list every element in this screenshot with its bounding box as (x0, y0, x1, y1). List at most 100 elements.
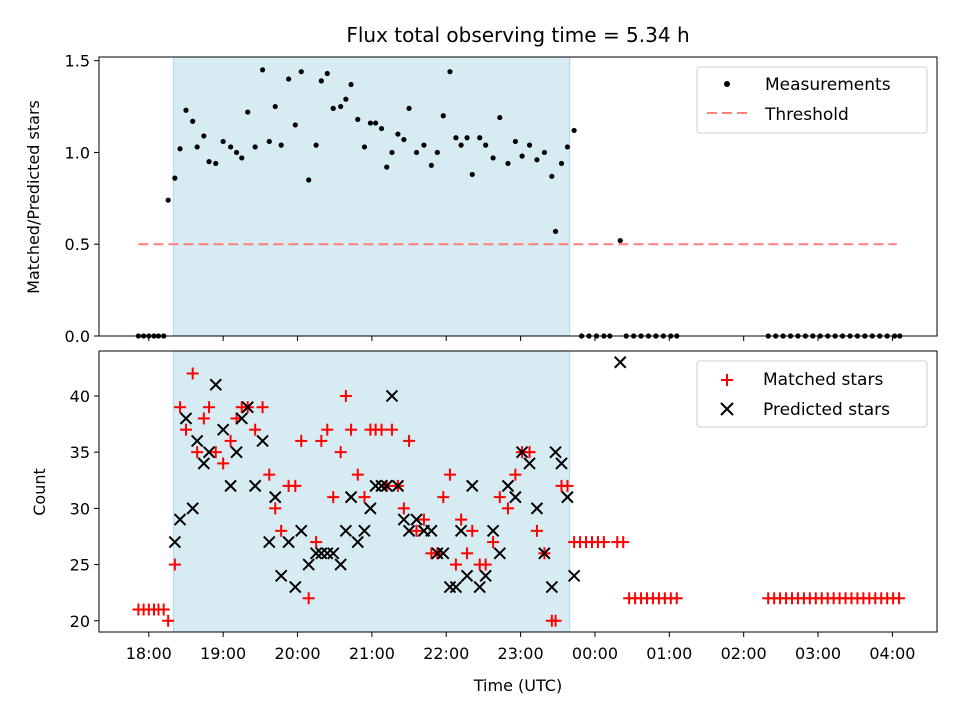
predicted-star-stroke-b (168, 535, 182, 549)
predicted-star-point (269, 490, 282, 504)
measurement-point (512, 138, 518, 145)
measurement-point (272, 103, 278, 110)
legend-predicted-marker (720, 402, 734, 416)
matched-star-point (501, 502, 514, 515)
predicted-star-point (545, 580, 559, 594)
predicted-star-stroke-b (224, 479, 237, 493)
measurement-point (278, 142, 284, 148)
predicted-star-stroke-b (473, 580, 486, 594)
predicted-star-point (241, 400, 254, 414)
measurement-point (534, 157, 540, 163)
measurement-point (505, 160, 511, 167)
predicted-star-stroke-b (327, 547, 340, 560)
measurement-point (165, 197, 171, 203)
measurement-point (292, 122, 298, 128)
legend-predicted-label: Predicted stars (763, 400, 890, 420)
predicted-star-stroke-b (375, 479, 388, 493)
top-plot-frame (98, 56, 938, 337)
measurement-point (206, 159, 212, 165)
measurement-point (355, 116, 361, 123)
x-tick-label: 21:00 (349, 644, 395, 663)
predicted-star-stroke-b (437, 547, 450, 560)
predicted-star-stroke-b (263, 535, 276, 549)
predicted-star-stroke-b (334, 558, 347, 571)
x-axis-label: Time (UTC) (473, 676, 562, 695)
predicted-star-stroke-b (449, 580, 463, 594)
top-y-tick-label: 0.0 (65, 327, 90, 346)
predicted-star-point (334, 558, 347, 571)
measurement-point (201, 133, 207, 139)
predicted-star-stroke-b (173, 513, 187, 526)
predicted-star-stroke-b (486, 524, 500, 538)
predicted-star-stroke-b (230, 445, 243, 459)
matched-star-point (203, 401, 216, 414)
x-tick-label: 00:00 (572, 644, 618, 663)
predicted-star-point (375, 479, 388, 493)
measurement-point (306, 177, 312, 183)
predicted-star-point (501, 479, 515, 493)
predicted-star-stroke-b (466, 479, 479, 493)
matched-star-point (417, 513, 430, 526)
predicted-star-point (173, 513, 187, 526)
measurement-point (526, 142, 533, 148)
predicted-star-point (425, 524, 438, 538)
predicted-star-point (437, 547, 450, 560)
predicted-star-stroke-b (235, 412, 248, 425)
matched-star-point (179, 423, 192, 436)
legend-matched-marker (721, 374, 733, 386)
predicted-star-point (466, 479, 479, 493)
predicted-star-stroke-b (501, 479, 515, 493)
predicted-star-point (410, 513, 423, 526)
predicted-star-stroke-b (460, 569, 474, 583)
measurement-point (453, 135, 459, 141)
predicted-star-stroke-b (538, 547, 551, 560)
x-tick-label: 23:00 (498, 644, 544, 663)
measurement-point (298, 69, 304, 75)
predicted-star-stroke-b (339, 524, 353, 538)
x-tick-label: 18:00 (126, 644, 172, 663)
matched-star-point (449, 558, 462, 571)
matched-star-point (186, 367, 199, 380)
matched-star-point (315, 434, 328, 447)
predicted-star-point (179, 412, 193, 425)
predicted-star-point (263, 535, 276, 549)
matched-star-point (339, 389, 352, 402)
predicted-star-stroke-b (493, 547, 506, 560)
matched-star-point (437, 491, 450, 504)
predicted-star-stroke-b (351, 535, 364, 549)
matched-star-point (275, 524, 288, 537)
predicted-star-stroke-b (295, 524, 308, 538)
matched-star-point (217, 457, 230, 470)
predicted-star-point (473, 580, 486, 594)
measurement-point (440, 113, 446, 119)
measurement-point (324, 70, 330, 77)
matched-star-point (410, 524, 423, 537)
measurement-point (378, 125, 385, 132)
measurement-point (389, 149, 395, 156)
matched-star-point (493, 491, 506, 504)
matched-star-point (269, 502, 282, 515)
measurement-point (183, 107, 189, 113)
predicted-star-point (530, 502, 544, 515)
matched-star-point (375, 423, 388, 436)
matched-star-point (224, 434, 237, 447)
x-tick-label: 01:00 (646, 644, 692, 663)
measurement-point (395, 131, 401, 137)
measurement-point (194, 144, 200, 150)
predicted-star-stroke-b (523, 457, 536, 470)
predicted-star-stroke-b (530, 502, 544, 515)
matched-star-point (174, 401, 187, 414)
predicted-star-stroke-b (545, 580, 559, 594)
predicted-star-point (493, 547, 506, 560)
predicted-star-stroke-b (567, 569, 581, 583)
matched-star-point (295, 434, 308, 447)
predicted-star-stroke-b (391, 479, 405, 493)
predicted-star-stroke-b (555, 457, 568, 470)
predicted-star-point (289, 580, 302, 594)
matched-star-point (561, 479, 574, 492)
bottom-legend-box (696, 360, 928, 428)
predicted-star-stroke-b (561, 490, 574, 504)
predicted-star-point (235, 412, 248, 425)
measurement-point (220, 138, 226, 145)
legend-measurement-dot (724, 81, 730, 87)
